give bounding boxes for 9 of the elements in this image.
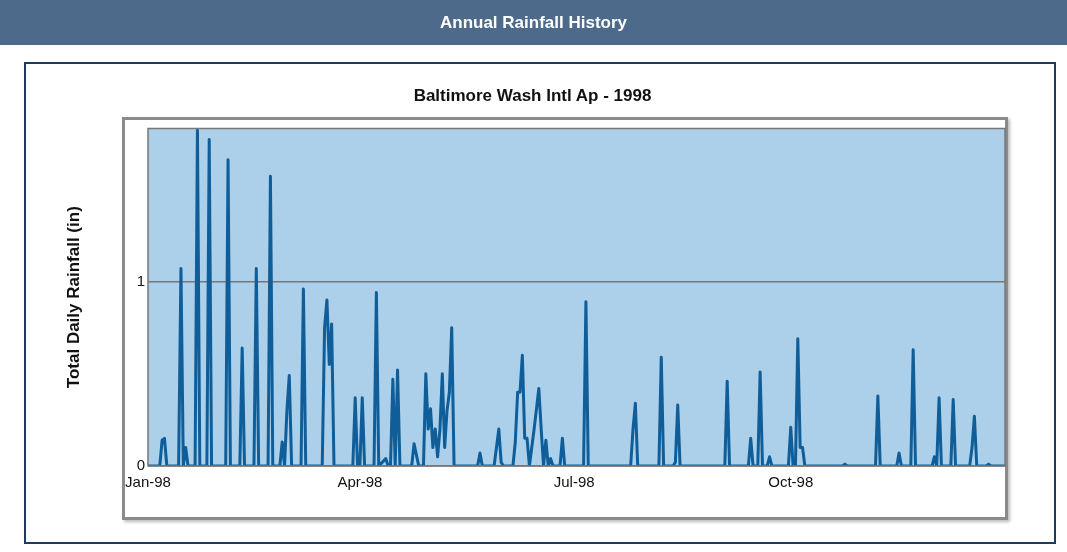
y-tick-label: 1 <box>136 271 145 289</box>
y-axis-title: Total Daily Rainfall (in) <box>63 206 83 389</box>
y-tick-label: 0 <box>136 456 145 474</box>
x-tick-label: Jul-98 <box>553 473 595 491</box>
chart-title: Annual Rainfall History <box>0 0 1067 45</box>
x-tick-label: Oct-98 <box>768 473 814 491</box>
chart-subtitle: Baltimore Wash Intl Ap - 1998 <box>413 85 652 105</box>
x-tick-label: Jan-98 <box>125 473 171 491</box>
x-tick-label: Apr-98 <box>337 473 383 491</box>
